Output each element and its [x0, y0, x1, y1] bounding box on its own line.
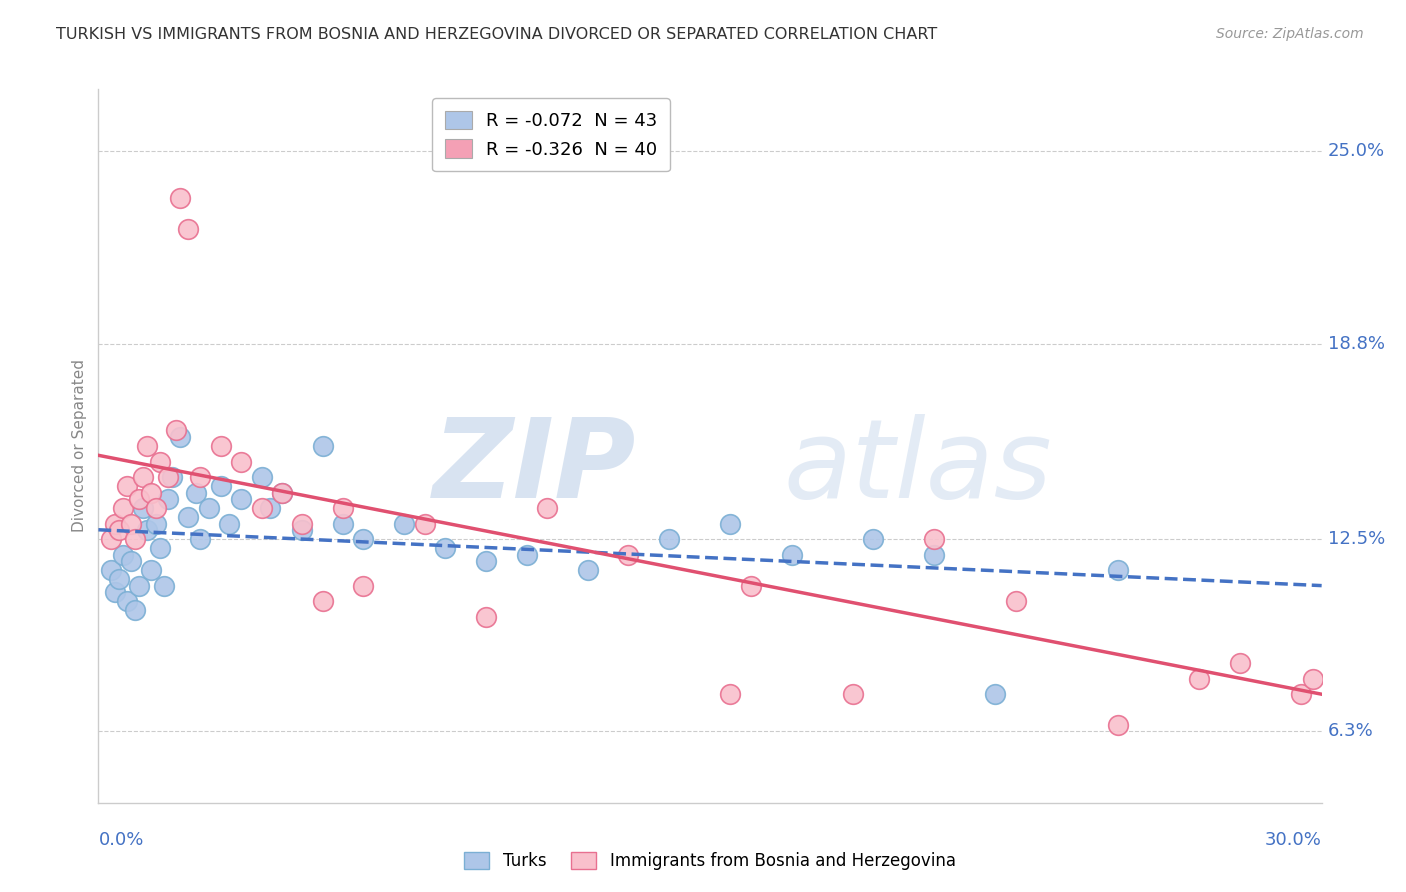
Text: 6.3%: 6.3%: [1327, 723, 1374, 740]
Point: [352, 532, 374, 546]
Point: [718, 687, 742, 701]
Point: [188, 532, 212, 546]
Point: [120, 516, 142, 531]
Point: [922, 532, 945, 546]
Point: [115, 479, 138, 493]
Point: [259, 501, 281, 516]
Point: [1302, 672, 1324, 686]
Point: [218, 516, 240, 531]
Point: [120, 554, 142, 568]
Point: [209, 479, 232, 493]
Point: [536, 501, 558, 516]
Point: [197, 501, 219, 516]
Point: [922, 548, 945, 562]
Point: [352, 579, 374, 593]
Point: [270, 485, 294, 500]
Point: [231, 491, 253, 506]
Point: [1229, 656, 1251, 670]
Point: [104, 516, 127, 531]
Point: [124, 532, 146, 546]
Point: [136, 523, 159, 537]
Point: [740, 579, 762, 593]
Point: [332, 516, 354, 531]
Point: [1291, 687, 1313, 701]
Point: [617, 548, 640, 562]
Point: [145, 516, 167, 531]
Point: [115, 594, 138, 608]
Point: [1107, 718, 1129, 732]
Point: [177, 510, 200, 524]
Point: [111, 501, 134, 516]
Point: [100, 532, 122, 546]
Point: [132, 470, 155, 484]
Legend: Turks, Immigrants from Bosnia and Herzegovina: Turks, Immigrants from Bosnia and Herzeg…: [458, 845, 962, 877]
Text: 0.0%: 0.0%: [98, 831, 143, 849]
Point: [128, 579, 150, 593]
Point: [270, 485, 294, 500]
Point: [111, 548, 134, 562]
Text: 12.5%: 12.5%: [1327, 530, 1385, 548]
Point: [474, 554, 498, 568]
Point: [658, 532, 681, 546]
Text: 25.0%: 25.0%: [1327, 142, 1385, 161]
Point: [474, 609, 498, 624]
Point: [160, 470, 183, 484]
Point: [149, 454, 172, 468]
Point: [108, 523, 131, 537]
Point: [156, 491, 179, 506]
Point: [413, 516, 436, 531]
Y-axis label: Divorced or Separated: Divorced or Separated: [72, 359, 87, 533]
Text: 18.8%: 18.8%: [1327, 334, 1385, 352]
Point: [1188, 672, 1211, 686]
Point: [1004, 594, 1026, 608]
Text: TURKISH VS IMMIGRANTS FROM BOSNIA AND HERZEGOVINA DIVORCED OR SEPARATED CORRELAT: TURKISH VS IMMIGRANTS FROM BOSNIA AND HE…: [56, 27, 938, 42]
Point: [576, 563, 599, 577]
Point: [156, 470, 179, 484]
Point: [136, 439, 159, 453]
Point: [516, 548, 538, 562]
Point: [862, 532, 884, 546]
Point: [250, 470, 273, 484]
Point: [188, 470, 212, 484]
Point: [291, 523, 314, 537]
Point: [108, 573, 131, 587]
Point: [291, 516, 314, 531]
Point: [145, 501, 167, 516]
Point: [124, 603, 146, 617]
Point: [718, 516, 742, 531]
Point: [132, 501, 155, 516]
Point: [209, 439, 232, 453]
Point: [177, 222, 200, 236]
Text: atlas: atlas: [783, 414, 1052, 521]
Text: 30.0%: 30.0%: [1265, 831, 1322, 849]
Point: [152, 579, 174, 593]
Text: ZIP: ZIP: [433, 414, 637, 521]
Point: [312, 594, 335, 608]
Point: [100, 563, 122, 577]
Point: [780, 548, 803, 562]
Point: [141, 563, 163, 577]
Point: [433, 541, 456, 556]
Point: [231, 454, 253, 468]
Text: Source: ZipAtlas.com: Source: ZipAtlas.com: [1216, 27, 1364, 41]
Point: [169, 430, 191, 444]
Point: [1107, 563, 1129, 577]
Point: [312, 439, 335, 453]
Point: [141, 485, 163, 500]
Point: [149, 541, 172, 556]
Point: [250, 501, 273, 516]
Point: [128, 491, 150, 506]
Point: [392, 516, 416, 531]
Point: [165, 424, 187, 438]
Point: [104, 584, 127, 599]
Point: [332, 501, 354, 516]
Point: [186, 485, 208, 500]
Point: [984, 687, 1007, 701]
Point: [169, 191, 191, 205]
Point: [841, 687, 863, 701]
